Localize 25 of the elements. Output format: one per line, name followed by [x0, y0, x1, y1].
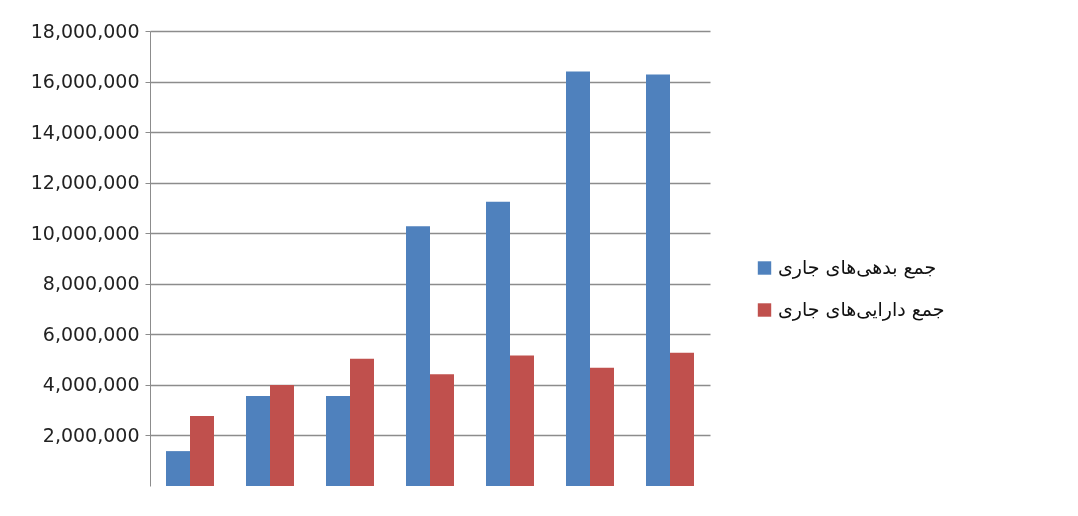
y-tick-label: 8,000,000	[42, 272, 140, 295]
bar	[566, 71, 590, 486]
bar	[270, 384, 294, 486]
legend-label: جمع دارایی‌های جاری	[778, 298, 945, 321]
bar	[590, 367, 614, 486]
bar	[166, 451, 190, 486]
bar	[326, 396, 350, 486]
y-tick-label: 4,000,000	[42, 373, 140, 396]
y-tick-label: 16,000,000	[30, 70, 140, 93]
y-tick-label: 2,000,000	[42, 423, 140, 446]
bar	[510, 355, 534, 486]
bar	[246, 396, 270, 486]
bar	[430, 374, 454, 486]
y-tick-label: 18,000,000	[30, 19, 140, 42]
bar	[486, 201, 510, 486]
bar	[350, 358, 374, 486]
y-tick-label: 14,000,000	[30, 120, 140, 143]
y-tick-label: 12,000,000	[30, 171, 140, 194]
y-tick-label: 6,000,000	[42, 322, 140, 345]
bar	[190, 415, 214, 486]
bar	[646, 74, 670, 486]
bar	[670, 352, 694, 486]
y-tick-label: 10,000,000	[30, 221, 140, 244]
legend-label: جمع بدهی‌های جاری	[778, 256, 937, 279]
bar	[406, 226, 430, 486]
